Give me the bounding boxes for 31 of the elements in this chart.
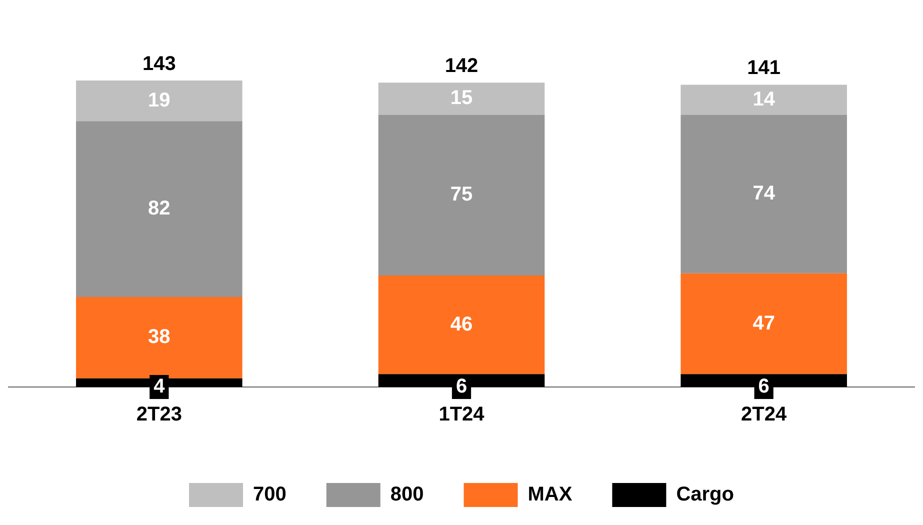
data-label: 38 (148, 326, 170, 348)
data-label: 19 (148, 89, 170, 112)
data-label: 14 (752, 88, 776, 110)
bar (680, 84, 847, 115)
bar (378, 276, 545, 374)
total-label: 142 (444, 55, 478, 78)
data-label: 4 (154, 376, 166, 398)
legend-label: 800 (390, 484, 424, 506)
legend-label: 700 (253, 484, 286, 506)
data-label: 47 (752, 312, 775, 334)
bar (76, 121, 242, 297)
x-tick-label: 1T24 (438, 404, 486, 426)
bar (680, 273, 847, 374)
legend-label: Cargo (676, 484, 734, 506)
total-label: 141 (747, 57, 781, 80)
data-label: 6 (456, 376, 468, 398)
data-label: 46 (450, 313, 473, 336)
data-label: 82 (148, 198, 170, 220)
bar (76, 296, 242, 378)
data-label: 15 (450, 87, 473, 110)
legend-label: MAX (528, 484, 573, 506)
data-label: 6 (758, 376, 770, 398)
data-label: 74 (752, 182, 776, 205)
x-tick-label: 2T24 (741, 404, 788, 426)
total-label: 143 (142, 52, 176, 75)
data-label: 75 (450, 184, 473, 206)
x-tick-label: 2T23 (136, 404, 182, 426)
bar (378, 82, 545, 115)
bar (378, 114, 545, 276)
bar (680, 114, 847, 274)
bar (76, 80, 242, 122)
